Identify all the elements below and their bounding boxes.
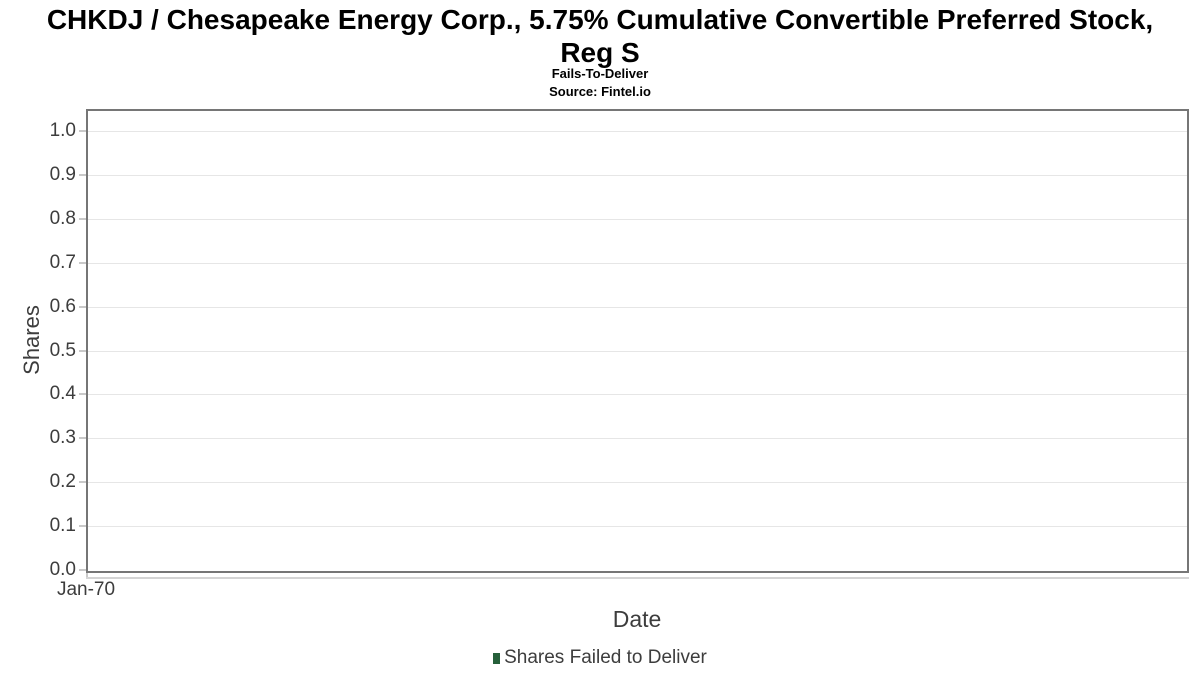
legend-item[interactable]: Shares Failed to Deliver bbox=[493, 646, 707, 670]
y-tick-mark bbox=[79, 393, 86, 396]
y-tick-mark bbox=[79, 437, 86, 440]
y-tick-mark bbox=[79, 217, 86, 220]
y-tick-label: 0.1 bbox=[49, 515, 76, 537]
gridline bbox=[88, 394, 1187, 396]
gridline bbox=[88, 218, 1187, 220]
gridline bbox=[88, 350, 1187, 352]
y-tick-mark bbox=[79, 305, 86, 308]
gridline bbox=[88, 174, 1187, 176]
plot-area bbox=[86, 109, 1189, 573]
y-tick-label: 0.0 bbox=[49, 559, 76, 580]
legend-label: Shares Failed to Deliver bbox=[504, 647, 707, 668]
y-tick-label: 0.3 bbox=[49, 427, 76, 449]
chart-title-line1: CHKDJ / Chesapeake Energy Corp., 5.75% C… bbox=[46, 4, 1154, 35]
y-tick-label: 1.0 bbox=[49, 120, 76, 141]
y-tick-label: 0.4 bbox=[49, 383, 76, 405]
x-tick-label: Jan-70 bbox=[56, 579, 116, 600]
legend-swatch-icon bbox=[493, 652, 501, 664]
gridline bbox=[88, 262, 1187, 264]
y-axis-label: Shares bbox=[19, 305, 44, 375]
y-tick-mark bbox=[79, 525, 86, 528]
chart-title: CHKDJ / Chesapeake Energy Corp., 5.75% C… bbox=[0, 3, 1200, 69]
chart-subtitle: Fails-To-Deliver bbox=[551, 66, 649, 81]
gridline bbox=[88, 438, 1187, 440]
x-axis-label: Date bbox=[612, 606, 662, 632]
chart-title-line2: Reg S bbox=[560, 37, 640, 68]
y-tick-mark bbox=[79, 173, 86, 176]
y-tick-mark bbox=[79, 130, 86, 132]
y-tick-label: 0.2 bbox=[49, 471, 76, 493]
y-tick-label: 0.8 bbox=[49, 207, 76, 229]
gridline bbox=[88, 306, 1187, 308]
y-tick-label: 0.7 bbox=[49, 251, 76, 273]
y-tick-mark bbox=[79, 481, 86, 484]
x-axis-underline bbox=[86, 577, 1189, 579]
y-tick-label: 0.9 bbox=[49, 163, 76, 185]
chart-source: Source: Fintel.io bbox=[549, 84, 651, 99]
gridline bbox=[88, 482, 1187, 484]
y-tick-mark bbox=[79, 349, 86, 352]
y-tick-mark bbox=[79, 261, 86, 264]
legend: Shares Failed to Deliver bbox=[0, 646, 1200, 670]
y-tick-mark bbox=[79, 569, 86, 571]
gridline bbox=[88, 131, 1187, 132]
gridline bbox=[88, 526, 1187, 528]
